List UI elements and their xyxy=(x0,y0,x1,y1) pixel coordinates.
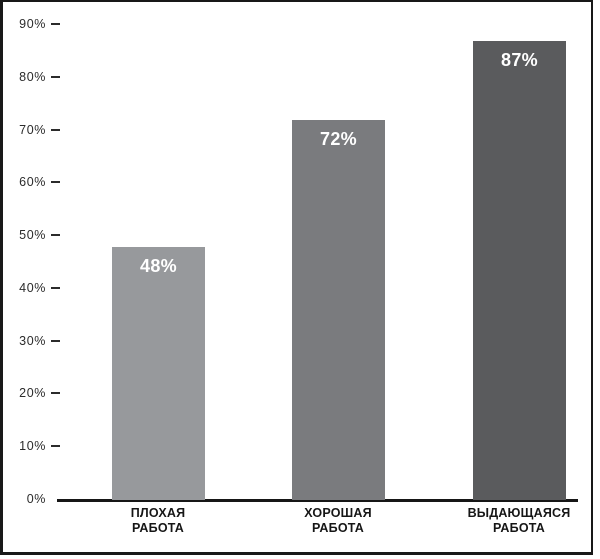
y-tick-label: 40% xyxy=(19,280,46,295)
y-tick-label: 80% xyxy=(19,69,46,84)
y-tick-mark xyxy=(51,445,60,448)
y-tick-mark xyxy=(51,128,60,131)
y-tick-label: 50% xyxy=(19,228,46,243)
bar-value-label: 48% xyxy=(140,256,177,276)
y-tick-mark xyxy=(51,339,60,342)
bar-value-label: 72% xyxy=(320,129,357,149)
y-tick-label: 10% xyxy=(19,439,46,454)
y-tick-mark xyxy=(51,181,60,184)
bar: 87% xyxy=(473,41,566,500)
y-tick-mark xyxy=(51,23,60,25)
y-tick-label: 30% xyxy=(19,333,46,348)
y-tick-label: 20% xyxy=(19,386,46,401)
y-tick-label: 0% xyxy=(26,492,46,506)
category-label: ВЫДАЮЩАЯСЯ РАБОТА xyxy=(467,506,571,535)
y-tick-mark xyxy=(51,75,60,78)
y-tick-mark xyxy=(51,392,60,395)
category-label: ПЛОХАЯ РАБОТА xyxy=(130,506,186,535)
bar-value-label: 87% xyxy=(501,50,538,70)
y-tick-mark xyxy=(51,234,60,237)
y-tick-label: 90% xyxy=(19,17,46,31)
y-tick-label: 70% xyxy=(19,122,46,137)
y-tick-mark xyxy=(51,286,60,289)
bar: 72% xyxy=(292,120,385,500)
y-tick-label: 60% xyxy=(19,175,46,190)
x-axis-line xyxy=(57,499,578,502)
category-label: ХОРОШАЯ РАБОТА xyxy=(304,506,372,535)
bar: 48% xyxy=(112,247,205,500)
